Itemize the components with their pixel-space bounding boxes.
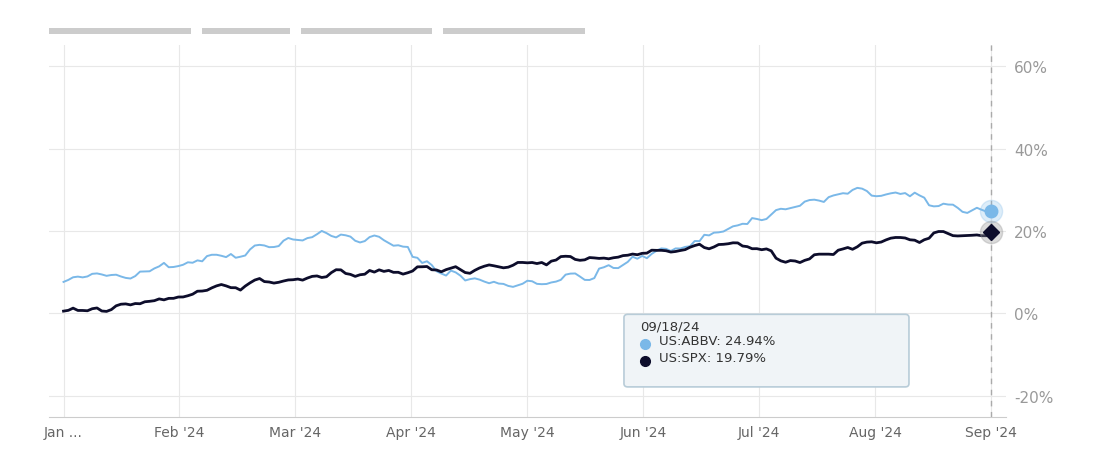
Text: US:ABBV: 24.94%: US:ABBV: 24.94%	[659, 335, 775, 348]
FancyBboxPatch shape	[624, 315, 909, 387]
Text: US:SPX: 19.79%: US:SPX: 19.79%	[659, 351, 766, 364]
Text: 09/18/24: 09/18/24	[639, 319, 700, 332]
